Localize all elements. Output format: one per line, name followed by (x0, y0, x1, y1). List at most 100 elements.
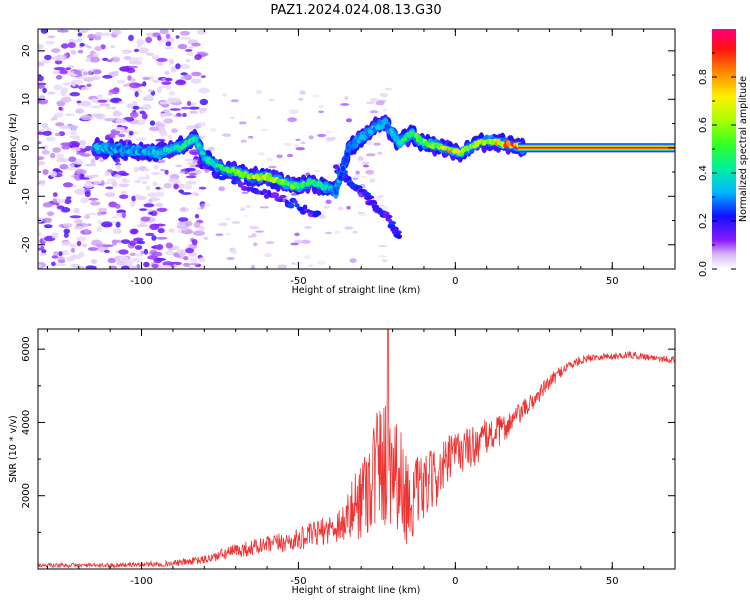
noise-speck (381, 259, 388, 263)
noise-speck (155, 57, 168, 62)
noise-speck (307, 264, 314, 267)
noise-speck (111, 216, 118, 219)
noise-speck (62, 82, 74, 86)
noise-speck (325, 130, 333, 134)
noise-speck (379, 92, 388, 98)
branch-blob (270, 192, 280, 198)
noise-speck (145, 185, 151, 191)
colorbar-label: Normalized spectral amplitude (738, 76, 749, 222)
noise-speck (140, 250, 145, 255)
noise-speck (313, 170, 322, 173)
noise-speck (300, 239, 311, 244)
noise-speck (142, 180, 147, 184)
noise-speck (375, 100, 385, 106)
noise-speck (184, 158, 193, 162)
noise-speck (149, 223, 160, 230)
noise-speck (64, 198, 72, 205)
noise-speck (151, 246, 157, 249)
noise-speck (231, 250, 238, 255)
noise-speck (177, 43, 188, 50)
ridge-blob (345, 152, 350, 157)
noise-speck (343, 137, 348, 140)
noise-speck (57, 259, 66, 263)
noise-speck (159, 112, 167, 118)
noise-speck (157, 35, 162, 41)
noise-speck (156, 87, 162, 93)
noise-speck (193, 221, 201, 228)
noise-speck (96, 226, 103, 233)
noise-speck (122, 50, 130, 55)
noise-speck (118, 183, 130, 188)
noise-speck (231, 220, 241, 225)
noise-speck (62, 223, 73, 228)
noise-speck (251, 233, 257, 238)
noise-speck (90, 105, 102, 109)
noise-speck (276, 154, 283, 159)
noise-speck (163, 182, 172, 189)
noise-speck (110, 45, 115, 49)
noise-speck (136, 44, 142, 48)
noise-speck (101, 244, 114, 248)
noise-speck (114, 126, 126, 132)
noise-speck (373, 142, 381, 146)
noise-speck (218, 222, 228, 226)
noise-speck (185, 175, 197, 179)
noise-speck (85, 212, 97, 216)
noise-speck (194, 213, 200, 219)
noise-speck (188, 106, 200, 110)
noise-speck (130, 201, 135, 208)
noise-speck (152, 79, 160, 83)
noise-speck (151, 263, 159, 269)
noise-speck (134, 245, 143, 250)
noise-speck (134, 253, 143, 257)
noise-speck (256, 115, 261, 120)
branch-blob (239, 182, 246, 186)
noise-speck (178, 251, 186, 257)
noise-speck (90, 56, 100, 63)
noise-speck (131, 265, 138, 269)
noise-speck (143, 203, 155, 208)
noise-speck (168, 228, 175, 233)
noise-speck (178, 217, 189, 222)
noise-speck (317, 260, 326, 265)
noise-speck (378, 245, 388, 248)
noise-speck (94, 99, 100, 104)
noise-speck (93, 35, 102, 41)
noise-speck (59, 69, 68, 75)
noise-speck (51, 232, 59, 239)
noise-speck (178, 189, 184, 194)
noise-speck (51, 48, 61, 53)
noise-speck (121, 179, 130, 183)
branch-blob (287, 203, 295, 209)
noise-speck (39, 252, 48, 256)
noise-speck (92, 69, 102, 75)
noise-speck (78, 140, 87, 146)
noise-speck (324, 231, 333, 235)
noise-speck (115, 221, 121, 228)
colorbar-ticks: 0.0 0.2 0.4 0.6 0.8 (698, 52, 736, 277)
noise-speck (70, 49, 77, 55)
noise-speck (146, 192, 159, 198)
noise-speck (118, 133, 126, 138)
noise-speck (165, 242, 173, 249)
noise-speck (86, 83, 92, 88)
noise-speck (344, 226, 354, 230)
noise-speck (97, 220, 102, 224)
noise-speck (80, 86, 89, 91)
noise-speck (68, 140, 80, 148)
noise-speck (187, 100, 191, 107)
noise-speck (90, 158, 96, 165)
ridge-blob (339, 171, 344, 176)
noise-speck (85, 180, 92, 184)
noise-speck (244, 214, 249, 217)
chart-title: PAZ1.2024.024.08.13.G30 (270, 3, 441, 18)
noise-speck (42, 202, 53, 208)
noise-speck (159, 101, 169, 105)
y-tick-label: 10 (21, 93, 32, 106)
noise-speck (170, 66, 177, 73)
noise-speck (86, 45, 92, 49)
noise-speck (119, 194, 129, 199)
noise-speck (80, 197, 90, 204)
noise-speck (198, 186, 207, 190)
